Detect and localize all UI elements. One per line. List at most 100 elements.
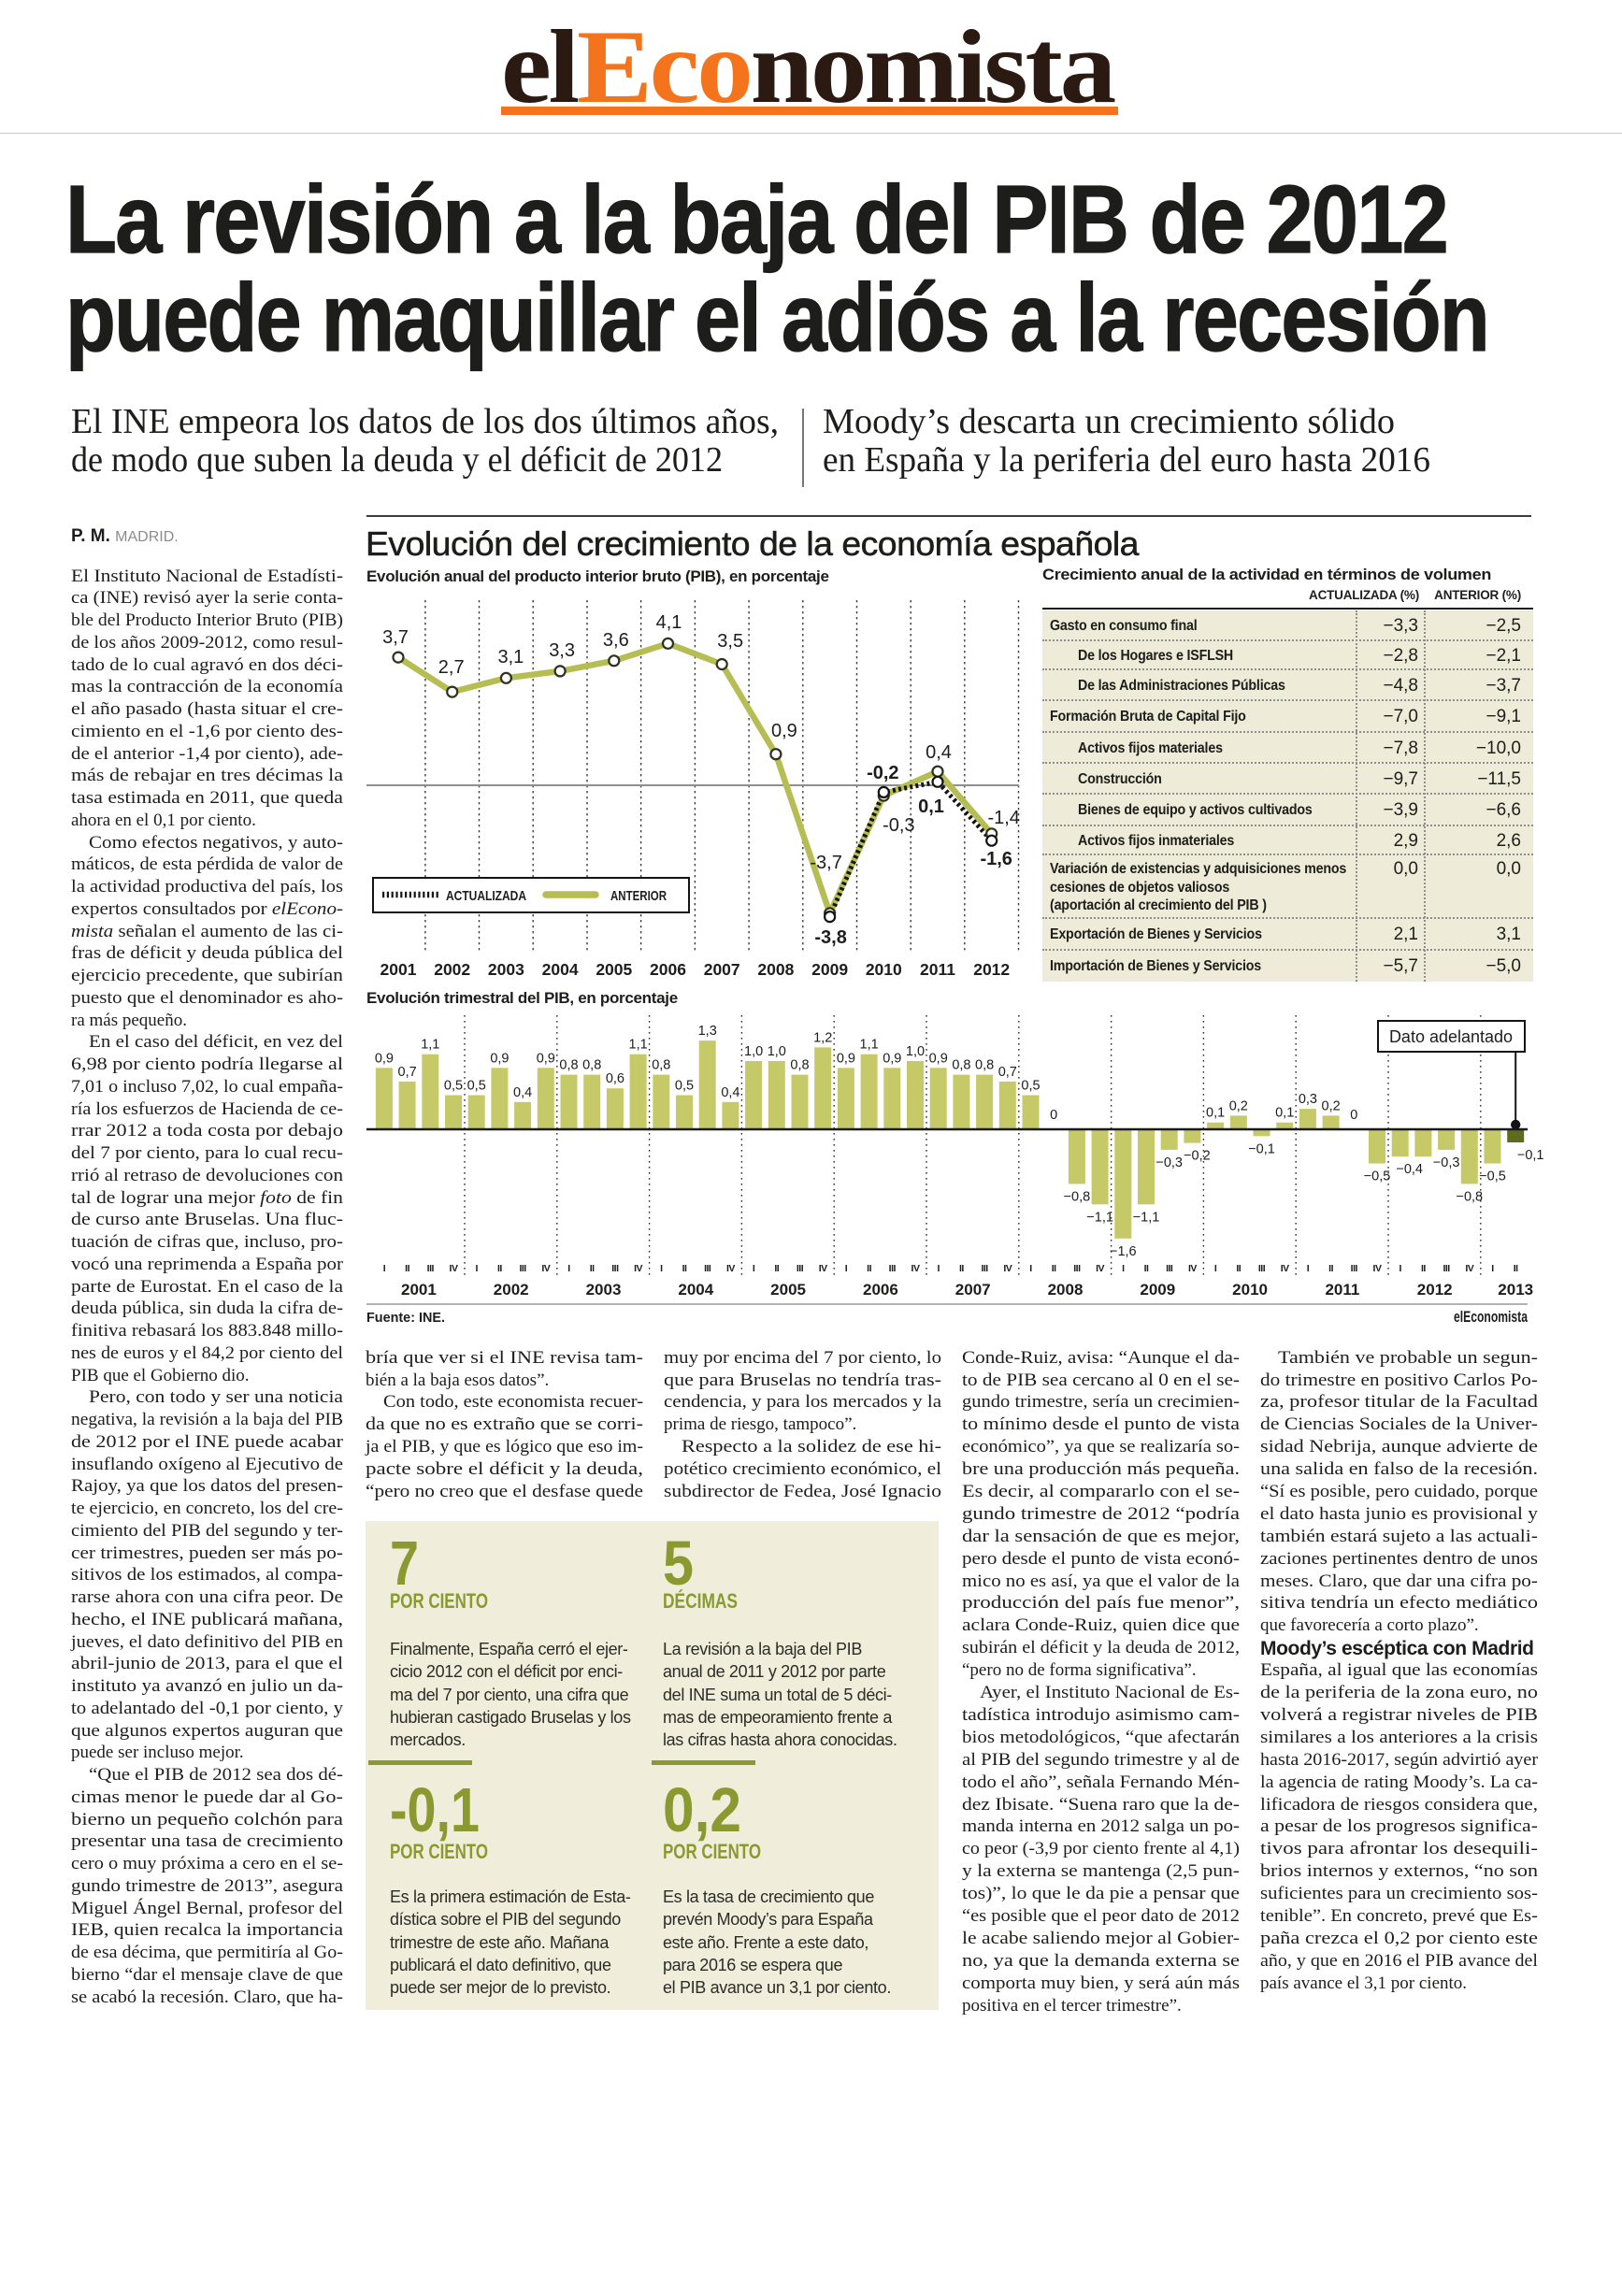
svg-text:0,5: 0,5	[675, 1079, 694, 1094]
svg-text:0,8: 0,8	[790, 1058, 809, 1073]
svg-text:2009: 2009	[1140, 1281, 1175, 1299]
svg-text:II: II	[959, 1263, 964, 1274]
svg-text:III: III	[1073, 1263, 1081, 1274]
svg-text:IV: IV	[1373, 1263, 1382, 1274]
svg-text:0,8: 0,8	[652, 1058, 670, 1073]
svg-text:2004: 2004	[542, 960, 579, 979]
svg-text:III: III	[1351, 1263, 1358, 1274]
svg-text:IV: IV	[450, 1263, 458, 1274]
svg-text:IV: IV	[911, 1263, 920, 1274]
svg-text:III: III	[981, 1263, 988, 1274]
svg-text:0,4: 0,4	[513, 1085, 532, 1100]
svg-text:-3,7: -3,7	[810, 853, 841, 873]
svg-text:2010: 2010	[866, 960, 902, 979]
svg-text:−0,8: −0,8	[1456, 1189, 1483, 1204]
svg-text:IV: IV	[1281, 1263, 1289, 1274]
svg-text:0,9: 0,9	[883, 1051, 901, 1066]
svg-text:0,5: 0,5	[1021, 1079, 1040, 1094]
svg-text:0,9: 0,9	[537, 1051, 555, 1066]
svg-text:0,4: 0,4	[926, 742, 952, 763]
svg-text:I: I	[1491, 1263, 1494, 1274]
svg-text:II: II	[1052, 1263, 1056, 1274]
svg-text:II: II	[1421, 1263, 1426, 1274]
svg-text:II: II	[682, 1263, 687, 1274]
svg-text:0,8: 0,8	[582, 1058, 601, 1073]
svg-text:2005: 2005	[770, 1281, 806, 1299]
svg-text:II: II	[590, 1263, 595, 1274]
svg-text:−0,5: −0,5	[1479, 1170, 1506, 1184]
svg-text:Dato adelantado: Dato adelantado	[1389, 1027, 1513, 1046]
svg-text:3,3: 3,3	[549, 640, 575, 661]
svg-text:II: II	[405, 1263, 409, 1274]
svg-text:I: I	[567, 1263, 570, 1274]
svg-text:2008: 2008	[1048, 1281, 1084, 1299]
svg-text:2001: 2001	[380, 960, 417, 979]
svg-text:2001: 2001	[401, 1281, 437, 1299]
svg-text:II: II	[1144, 1263, 1149, 1274]
svg-text:-1,4: -1,4	[987, 808, 1019, 828]
svg-text:ANTERIOR: ANTERIOR	[610, 888, 667, 904]
svg-text:3,1: 3,1	[497, 647, 524, 667]
svg-text:0: 0	[1050, 1108, 1057, 1123]
svg-text:2010: 2010	[1232, 1281, 1268, 1299]
svg-text:−0,5: −0,5	[1364, 1170, 1391, 1184]
svg-text:0,1: 0,1	[1206, 1106, 1225, 1121]
svg-text:−0,3: −0,3	[1433, 1155, 1460, 1170]
svg-text:2006: 2006	[863, 1281, 898, 1299]
svg-text:0,9: 0,9	[929, 1051, 948, 1066]
svg-text:0: 0	[1350, 1108, 1357, 1123]
svg-text:3,6: 3,6	[603, 630, 629, 651]
svg-text:0,8: 0,8	[559, 1058, 578, 1073]
svg-text:1,3: 1,3	[698, 1024, 717, 1039]
svg-text:-1,6: -1,6	[980, 849, 1012, 869]
svg-text:2007: 2007	[704, 960, 740, 979]
svg-text:IV: IV	[726, 1263, 735, 1274]
svg-text:IV: IV	[1096, 1263, 1104, 1274]
svg-text:−1,6: −1,6	[1110, 1244, 1137, 1259]
svg-text:2005: 2005	[596, 960, 632, 979]
svg-text:0,9: 0,9	[837, 1051, 855, 1066]
svg-text:II: II	[774, 1263, 779, 1274]
svg-text:2006: 2006	[650, 960, 686, 979]
svg-text:I: I	[475, 1263, 478, 1274]
svg-text:2011: 2011	[1325, 1281, 1359, 1299]
svg-text:ACTUALIZADA: ACTUALIZADA	[446, 888, 526, 904]
svg-text:0,2: 0,2	[1229, 1098, 1248, 1113]
svg-text:IV: IV	[1188, 1263, 1197, 1274]
svg-text:1,0: 1,0	[906, 1044, 925, 1059]
svg-text:IV: IV	[819, 1263, 827, 1274]
svg-text:0,8: 0,8	[952, 1058, 970, 1073]
svg-text:0,8: 0,8	[975, 1058, 994, 1073]
svg-text:III: III	[889, 1263, 897, 1274]
svg-text:II: II	[1328, 1263, 1333, 1274]
svg-text:2013: 2013	[1498, 1281, 1533, 1299]
svg-text:1,2: 1,2	[813, 1030, 832, 1045]
svg-text:−0,3: −0,3	[1155, 1155, 1183, 1170]
svg-text:3,7: 3,7	[382, 627, 409, 648]
svg-text:I: I	[383, 1263, 386, 1274]
svg-text:4,1: 4,1	[656, 612, 682, 633]
svg-text:II: II	[867, 1263, 871, 1274]
svg-text:I: I	[845, 1263, 848, 1274]
svg-text:0,7: 0,7	[398, 1065, 417, 1080]
svg-text:-0,3: -0,3	[883, 815, 914, 836]
svg-text:0,6: 0,6	[606, 1071, 624, 1086]
svg-text:III: III	[1258, 1263, 1266, 1274]
svg-text:−0,4: −0,4	[1396, 1162, 1423, 1177]
svg-text:−1,1: −1,1	[1086, 1210, 1113, 1225]
svg-text:0,9: 0,9	[375, 1051, 394, 1066]
svg-text:III: III	[704, 1263, 711, 1274]
svg-text:3,5: 3,5	[717, 631, 743, 652]
svg-text:Fuente: INE.: Fuente: INE.	[366, 1310, 445, 1326]
svg-text:II: II	[497, 1263, 502, 1274]
svg-text:0,7: 0,7	[998, 1065, 1017, 1080]
svg-text:0,2: 0,2	[1322, 1098, 1341, 1113]
svg-text:2002: 2002	[494, 1281, 529, 1299]
svg-text:III: III	[519, 1263, 526, 1274]
svg-text:IV: IV	[541, 1263, 550, 1274]
svg-text:−0,8: −0,8	[1064, 1189, 1091, 1204]
svg-text:0,4: 0,4	[721, 1085, 739, 1100]
svg-text:I: I	[660, 1263, 663, 1274]
svg-text:2003: 2003	[586, 1281, 622, 1299]
svg-text:IV: IV	[634, 1263, 642, 1274]
